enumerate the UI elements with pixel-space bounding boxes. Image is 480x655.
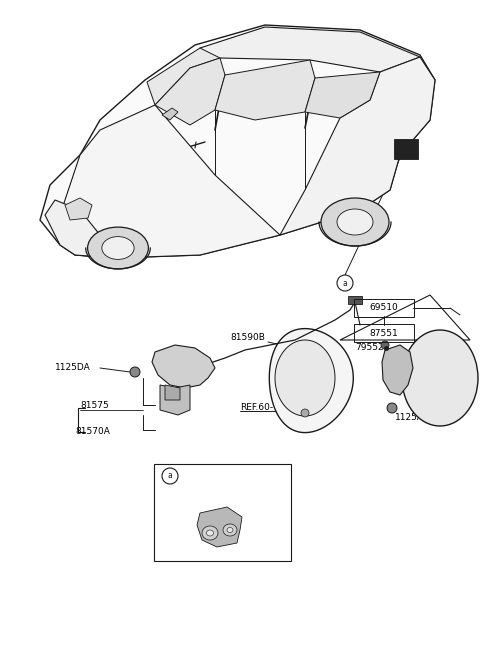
Polygon shape — [162, 108, 178, 120]
Polygon shape — [215, 60, 315, 120]
Polygon shape — [269, 329, 353, 432]
Circle shape — [337, 275, 353, 291]
Polygon shape — [147, 48, 220, 105]
Text: 1125DA: 1125DA — [55, 364, 91, 373]
Polygon shape — [382, 345, 413, 395]
Text: REF.60-710: REF.60-710 — [240, 403, 290, 413]
Ellipse shape — [102, 236, 134, 259]
Polygon shape — [190, 27, 420, 72]
Ellipse shape — [206, 530, 214, 536]
Text: a: a — [343, 278, 348, 288]
Text: a: a — [168, 472, 172, 481]
Polygon shape — [55, 105, 280, 258]
Polygon shape — [65, 198, 92, 220]
Ellipse shape — [223, 524, 237, 536]
Polygon shape — [152, 345, 215, 388]
Polygon shape — [45, 200, 115, 258]
Circle shape — [162, 468, 178, 484]
Ellipse shape — [321, 198, 389, 246]
Text: 1125AD: 1125AD — [395, 413, 431, 422]
Text: 69510: 69510 — [370, 303, 398, 312]
Circle shape — [381, 341, 389, 349]
Ellipse shape — [202, 526, 218, 540]
Text: 79552: 79552 — [355, 343, 384, 352]
Text: 81575: 81575 — [80, 400, 109, 409]
Circle shape — [130, 367, 140, 377]
Polygon shape — [305, 72, 380, 118]
Ellipse shape — [337, 209, 373, 235]
Text: 81570A: 81570A — [75, 428, 110, 436]
Polygon shape — [165, 385, 180, 400]
Polygon shape — [280, 57, 435, 235]
Circle shape — [387, 403, 397, 413]
Ellipse shape — [227, 527, 233, 533]
Text: 87551: 87551 — [370, 329, 398, 337]
FancyBboxPatch shape — [348, 296, 362, 304]
Ellipse shape — [402, 330, 478, 426]
Polygon shape — [197, 507, 242, 547]
Circle shape — [301, 409, 309, 417]
Polygon shape — [40, 25, 435, 258]
Polygon shape — [160, 385, 190, 415]
Polygon shape — [275, 340, 335, 416]
Ellipse shape — [87, 227, 148, 269]
Text: 81199: 81199 — [185, 471, 218, 481]
Text: 81590B: 81590B — [230, 333, 265, 343]
FancyBboxPatch shape — [154, 464, 291, 561]
Polygon shape — [155, 58, 225, 125]
FancyBboxPatch shape — [394, 139, 418, 159]
